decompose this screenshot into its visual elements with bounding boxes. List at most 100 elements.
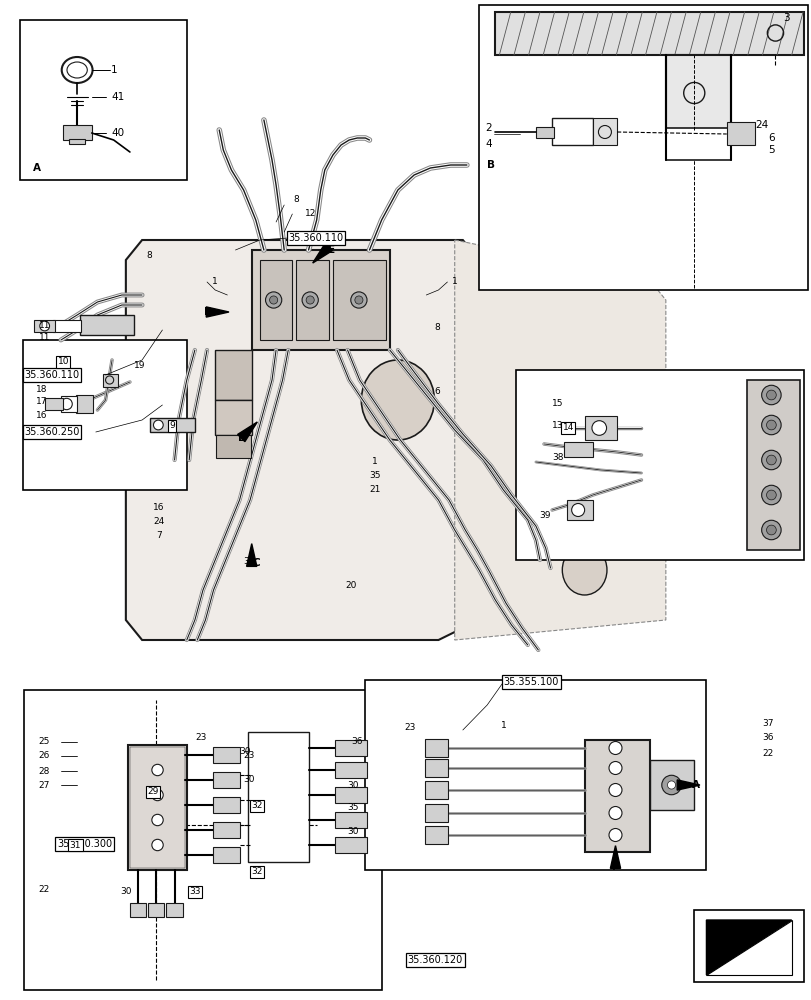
Ellipse shape [306,296,314,304]
Bar [584,416,616,440]
Text: 9: 9 [169,422,175,430]
Text: B: B [487,160,495,170]
Text: 17: 17 [36,397,47,406]
Polygon shape [706,920,791,975]
Text: 32: 32 [251,802,263,810]
Bar [425,826,448,844]
Text: 16: 16 [36,410,47,420]
Bar [726,122,754,145]
Text: 1: 1 [371,458,378,466]
Ellipse shape [608,829,621,841]
Bar [296,260,328,340]
Text: D: D [204,307,212,317]
Bar [212,747,239,763]
Bar [216,435,251,458]
Ellipse shape [361,360,434,440]
Bar [69,139,85,144]
Text: 18: 18 [36,385,47,394]
Text: C: C [252,558,260,568]
Bar [247,732,308,862]
Text: 8: 8 [433,324,440,332]
Text: 36: 36 [351,738,363,746]
Ellipse shape [766,455,775,465]
Text: 10: 10 [58,358,69,366]
Ellipse shape [667,781,675,789]
Ellipse shape [350,292,367,308]
Text: 6: 6 [767,133,774,143]
Text: 15: 15 [551,398,563,408]
Bar [584,740,649,852]
Ellipse shape [354,296,363,304]
Bar [34,320,55,332]
Text: 28: 28 [38,766,49,776]
Ellipse shape [571,504,584,516]
Text: 6: 6 [433,387,440,396]
Ellipse shape [561,545,606,595]
Bar [20,20,187,180]
Text: 37: 37 [762,718,773,728]
Ellipse shape [152,764,163,776]
Bar [535,127,553,138]
Ellipse shape [152,814,163,826]
Bar [62,125,92,140]
Bar [215,400,251,435]
Text: 32: 32 [251,867,263,876]
Text: 35.360.110: 35.360.110 [288,233,343,243]
Bar [148,903,164,917]
Bar [478,5,807,290]
Ellipse shape [761,450,780,470]
Text: 40: 40 [111,128,124,138]
Ellipse shape [766,390,775,400]
Text: 1: 1 [211,277,217,286]
Bar [166,903,182,917]
Text: 30: 30 [120,888,131,896]
Polygon shape [676,780,699,790]
Ellipse shape [40,321,49,331]
Text: 33: 33 [189,888,200,896]
Bar [150,418,195,432]
Bar [592,118,616,145]
Ellipse shape [608,807,621,819]
Text: 21: 21 [369,486,380,494]
Bar [566,500,592,520]
Bar [23,340,187,490]
Ellipse shape [152,839,163,851]
Text: B: B [238,433,246,443]
Text: F: F [611,862,618,872]
Text: 11: 11 [39,320,50,330]
Polygon shape [610,846,620,868]
Text: 22: 22 [38,886,49,894]
Bar [45,398,62,410]
Ellipse shape [608,762,621,774]
Bar [365,680,706,870]
Text: 38: 38 [551,454,563,462]
Ellipse shape [761,520,780,540]
Text: 8: 8 [146,251,152,260]
Bar [128,745,187,870]
Text: 35.360.300: 35.360.300 [57,839,112,849]
Ellipse shape [608,784,621,796]
Text: 23: 23 [195,734,206,742]
Ellipse shape [608,742,621,754]
Text: 30: 30 [239,748,251,756]
Text: A: A [691,780,699,790]
Text: 2: 2 [485,123,491,133]
Bar [515,370,803,560]
Text: 35.360.110: 35.360.110 [24,370,79,380]
Text: 1: 1 [110,65,117,75]
Text: 30: 30 [347,780,358,790]
Bar [425,781,448,799]
Bar [693,910,803,982]
Bar [212,822,239,838]
Text: 35.360.120: 35.360.120 [407,955,462,965]
Bar [215,350,251,400]
Ellipse shape [591,421,606,435]
Polygon shape [706,920,791,975]
Bar [665,128,730,160]
Text: 22: 22 [762,748,773,758]
Ellipse shape [761,415,780,435]
Text: 1: 1 [500,720,506,730]
Bar [212,797,239,813]
Bar [212,772,239,788]
Text: 41: 41 [111,92,124,102]
